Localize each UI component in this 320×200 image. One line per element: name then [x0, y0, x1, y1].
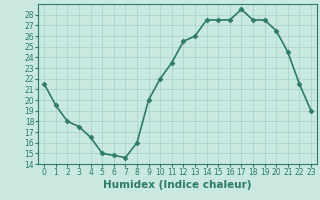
X-axis label: Humidex (Indice chaleur): Humidex (Indice chaleur): [103, 180, 252, 190]
